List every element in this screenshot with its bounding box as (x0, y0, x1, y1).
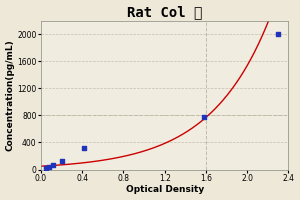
Point (82, 146, 87, 149)
Y-axis label: Concentration(pg/mL): Concentration(pg/mL) (6, 39, 15, 151)
X-axis label: Optical Density: Optical Density (125, 185, 204, 194)
Point (47, 166, 52, 169)
Title: Rat Col Ⅳ: Rat Col Ⅳ (127, 6, 202, 20)
Point (51, 164, 56, 167)
Point (59, 160, 64, 163)
Point (44, 167, 48, 170)
Point (202, 115, 206, 118)
Point (276, 33, 280, 36)
